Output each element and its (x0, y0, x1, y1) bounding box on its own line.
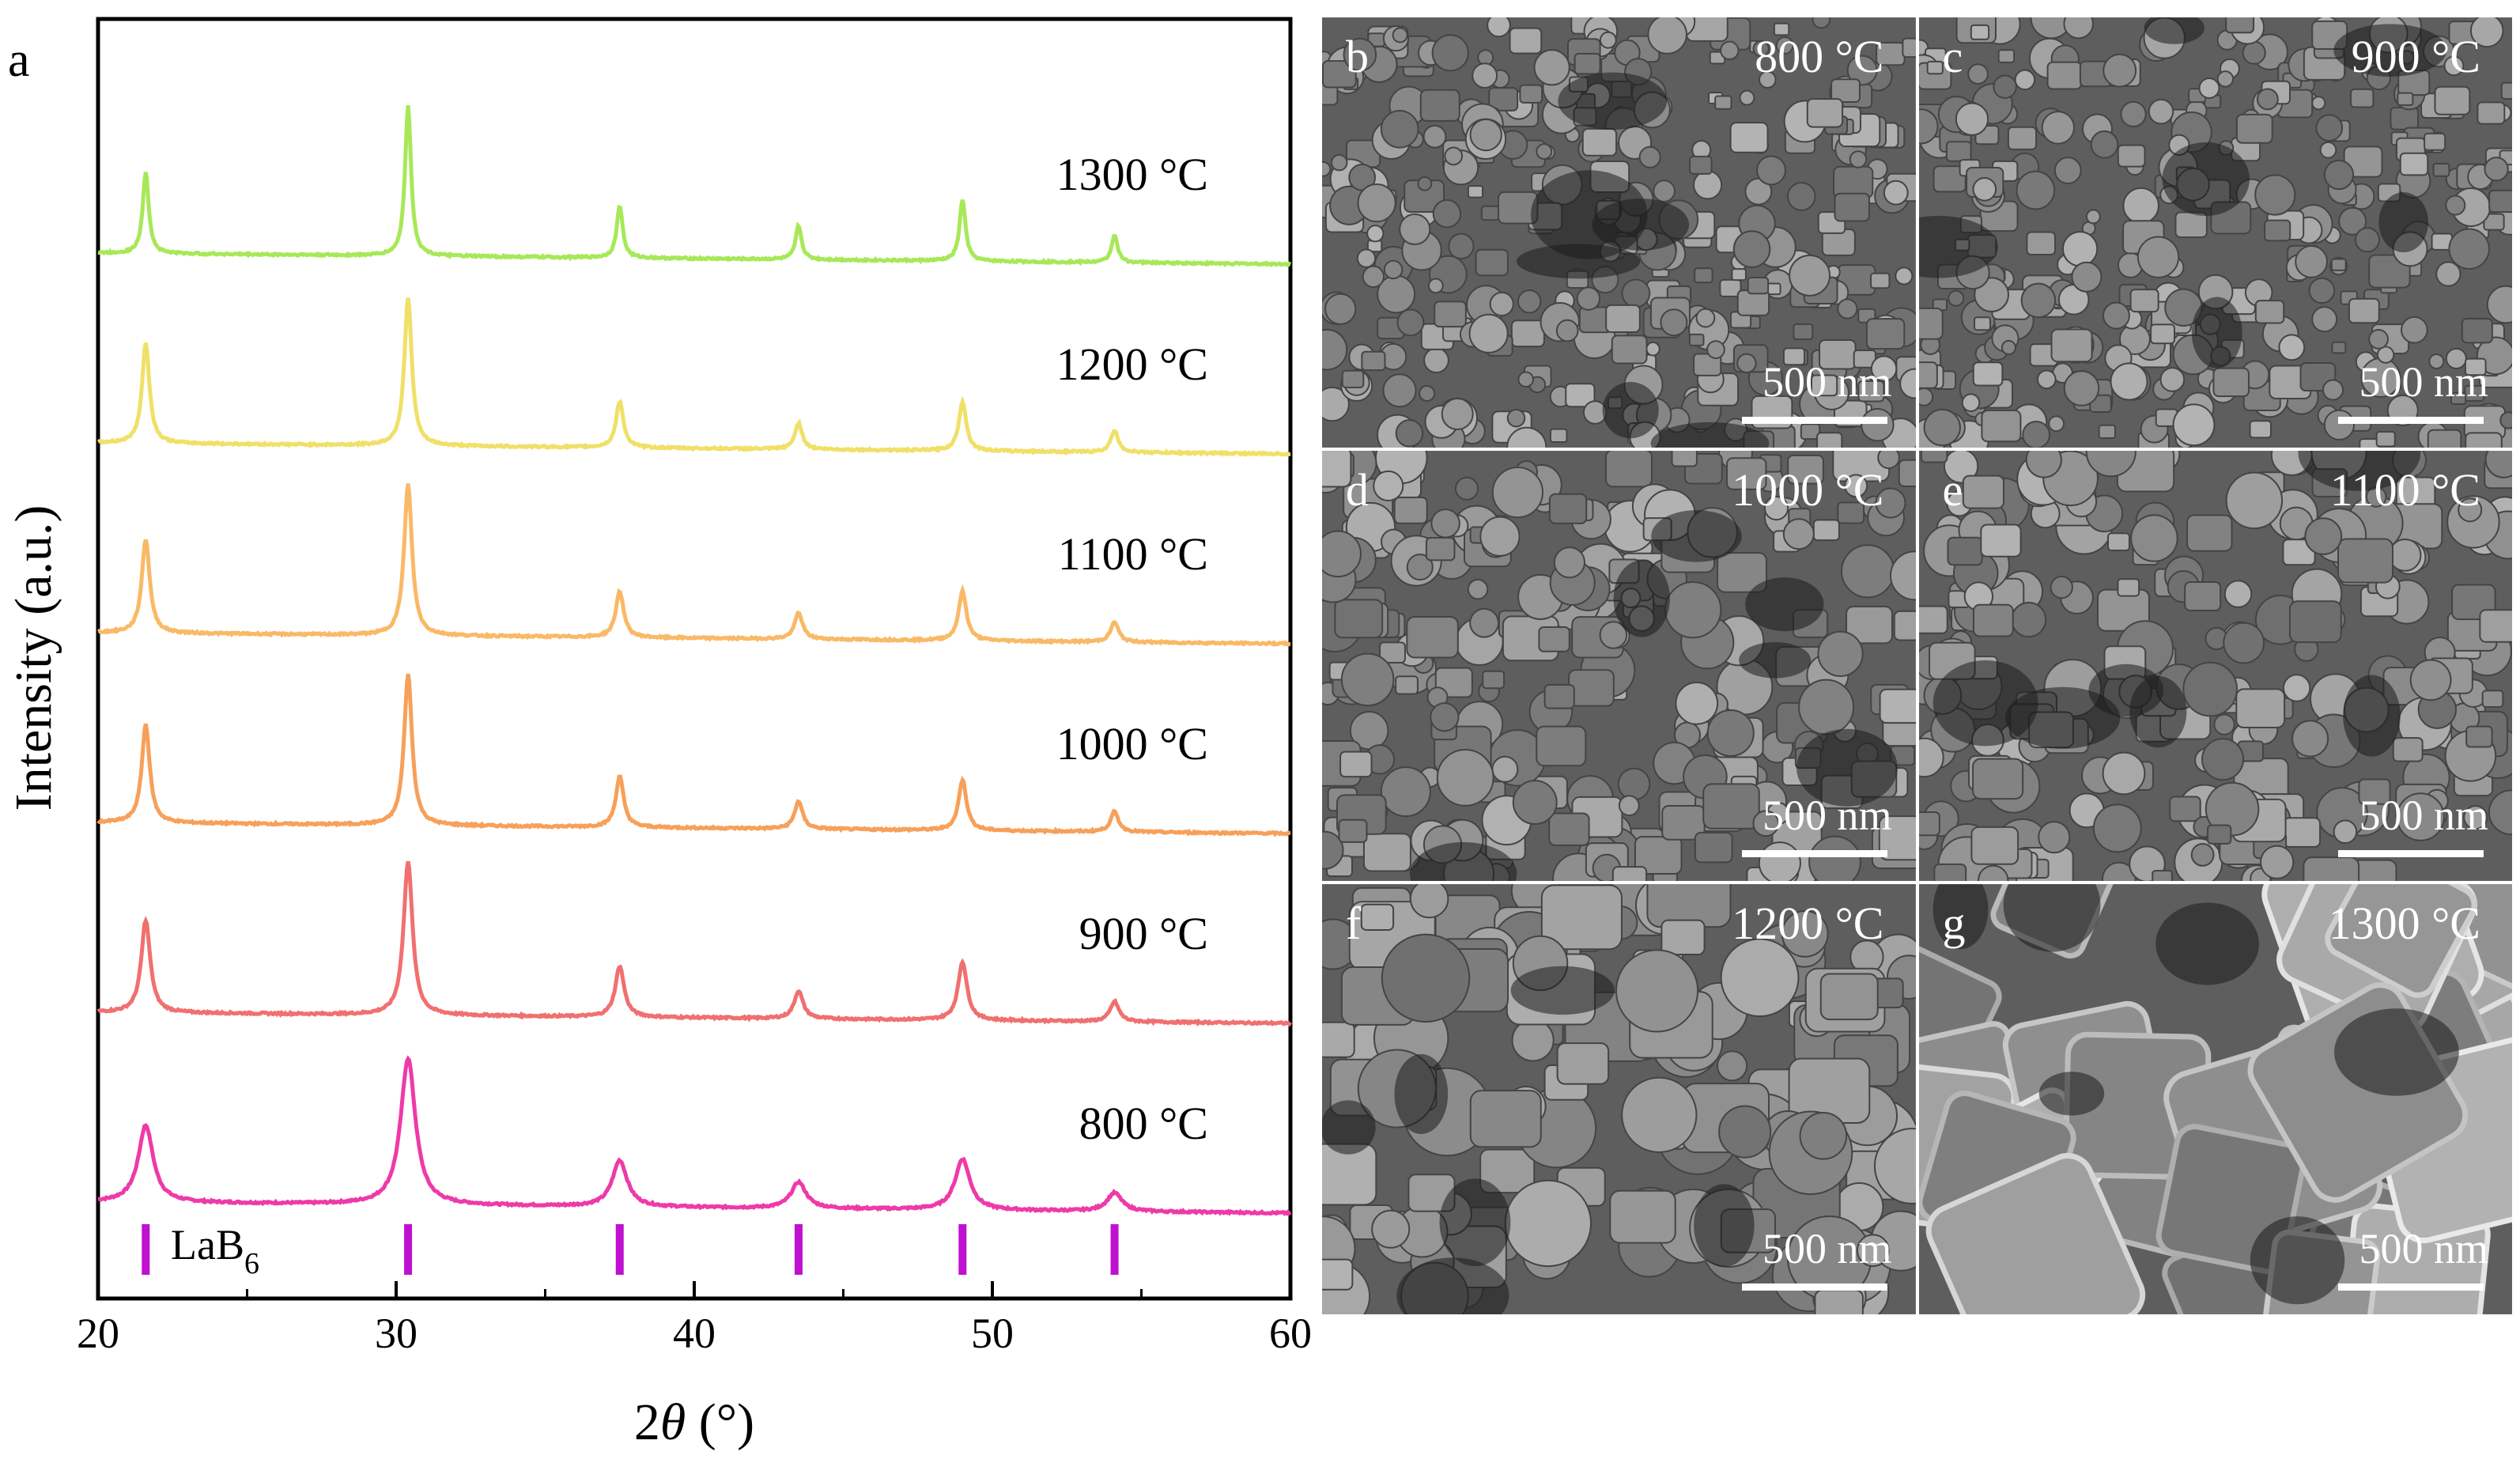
panel-letter: f (1346, 898, 1362, 949)
x-tick-label: 60 (1269, 1310, 1312, 1357)
y-axis-label: Intensity (a.u.) (5, 505, 62, 811)
temperature-label: 1100 °C (2329, 464, 2480, 516)
sem-micrograph-f (1322, 884, 1916, 1314)
x-axis-label: 2θ (°) (634, 1393, 754, 1451)
temperature-label: 1300 °C (2328, 898, 2480, 949)
panel-letter: c (1942, 31, 1963, 82)
trace-label: 1200 °C (1056, 338, 1208, 390)
x-tick-label: 50 (971, 1310, 1014, 1357)
scale-bar (2338, 850, 2484, 857)
panel-letter: e (1942, 464, 1963, 516)
scale-bar (2338, 417, 2484, 424)
reference-lines (142, 1224, 1119, 1275)
scale-bar-label: 500 nm (2359, 1225, 2488, 1272)
xrd-trace (96, 483, 1291, 648)
x-tick-labels: 20 30 40 50 60 (77, 1310, 1312, 1357)
xrd-trace (97, 1055, 1292, 1216)
x-tick-label: 20 (77, 1310, 119, 1357)
trace-label: 1100 °C (1058, 528, 1208, 580)
sem-panel-g: g 1300 °C 500 nm (1918, 884, 2512, 1314)
scale-bar (1741, 1283, 1887, 1291)
trace-label: 900 °C (1079, 908, 1208, 959)
temperature-label: 1000 °C (1732, 464, 1884, 516)
reference-label: LaB6 (171, 1221, 259, 1280)
panel-letter: g (1942, 898, 1966, 949)
sem-micrograph-e (1918, 451, 2512, 881)
scale-bar (1741, 850, 1887, 857)
temperature-label: 900 °C (2351, 31, 2480, 82)
sem-panel-d: d 1000 °C 500 nm (1322, 451, 1916, 881)
sem-panel-f: f 1200 °C 500 nm (1322, 884, 1916, 1314)
scale-bar-label: 500 nm (1762, 792, 1892, 839)
temperature-label: 800 °C (1755, 31, 1884, 82)
trace-label: 1000 °C (1056, 718, 1208, 769)
temperature-label: 1200 °C (1732, 898, 1884, 949)
sem-micrograph-g (1918, 884, 2512, 1314)
xrd-traces: 800 °C 900 °C 1000 °C 1100 °C 1200 °C 1300 °C (96, 105, 1292, 1216)
scale-bar (2338, 1283, 2484, 1291)
trace-label: 800 °C (1079, 1098, 1208, 1149)
sem-panel-e: e 1100 °C 500 nm (1918, 451, 2512, 881)
trace-label: 1300 °C (1056, 149, 1208, 200)
panel-letter: b (1346, 31, 1369, 82)
sem-micrograph-b (1322, 17, 1916, 448)
scale-bar-label: 500 nm (1762, 1225, 1892, 1272)
scale-bar-label: 500 nm (1762, 358, 1892, 406)
xrd-chart: a 20 30 40 50 60 800 °C 900 °C 1000 °C 1100 °C 1… (5, 17, 1312, 1451)
xrd-trace (97, 105, 1292, 268)
panel-letter: d (1346, 464, 1369, 516)
xrd-trace (96, 860, 1292, 1027)
panel-letter-a: a (8, 33, 30, 87)
scale-bar (1741, 417, 1887, 424)
scale-bar-label: 500 nm (2359, 358, 2488, 406)
x-ticks (96, 1281, 1292, 1299)
x-tick-label: 40 (673, 1310, 716, 1357)
sem-panel-b: b 800 °C 500 nm (1322, 17, 1916, 448)
scale-bar-label: 500 nm (2359, 792, 2488, 839)
sem-panel-c: c 900 °C 500 nm (1918, 17, 2512, 448)
sem-micrograph-d (1322, 451, 1916, 881)
sem-image-grid: b 800 °C 500 nm c 900 °C 500 nm d 1000 °… (1322, 17, 2512, 1314)
xrd-trace (96, 297, 1291, 458)
xrd-trace (96, 673, 1291, 837)
x-tick-label: 30 (375, 1310, 417, 1357)
sem-micrograph-c (1918, 17, 2512, 448)
